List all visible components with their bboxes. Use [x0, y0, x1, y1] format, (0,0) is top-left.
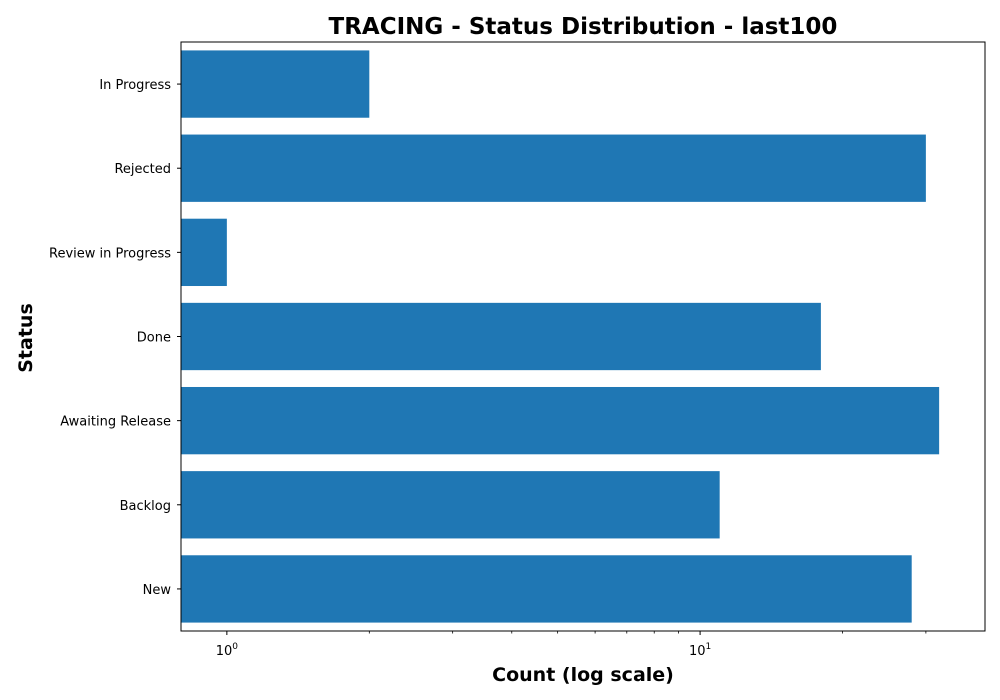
- y-axis-ticks: In Progress Rejected Review in Progress Don…: [49, 78, 181, 598]
- bar-in-progress: [181, 50, 370, 118]
- y-tick-label-rejected: Rejected: [114, 162, 171, 177]
- bar-done: [181, 302, 821, 371]
- y-tick-label-in-progress: In Progress: [99, 78, 171, 93]
- x-axis-label: Count (log scale): [492, 664, 674, 686]
- x-tick-label: 100: [216, 642, 239, 659]
- plot-area-frame: [180, 41, 986, 632]
- y-tick-label-backlog: Backlog: [120, 499, 171, 514]
- bar-awaiting-release: [181, 386, 940, 455]
- bar-backlog: [181, 471, 720, 539]
- x-axis-ticks: 100 101: [216, 631, 927, 659]
- bars-group: [181, 50, 940, 623]
- y-tick-label-review-in-progress: Review in Progress: [49, 246, 171, 261]
- bar-rejected: [181, 134, 926, 202]
- y-tick-label-awaiting-release: Awaiting Release: [60, 415, 171, 430]
- x-tick-label: 101: [689, 642, 711, 659]
- y-axis-label: Status: [15, 303, 37, 373]
- bar-new: [181, 555, 912, 623]
- bar-review-in-progress: [181, 218, 227, 287]
- chart-title: TRACING - Status Distribution - last100: [329, 14, 838, 40]
- y-tick-label-new: New: [143, 583, 172, 598]
- y-tick-label-done: Done: [137, 331, 171, 346]
